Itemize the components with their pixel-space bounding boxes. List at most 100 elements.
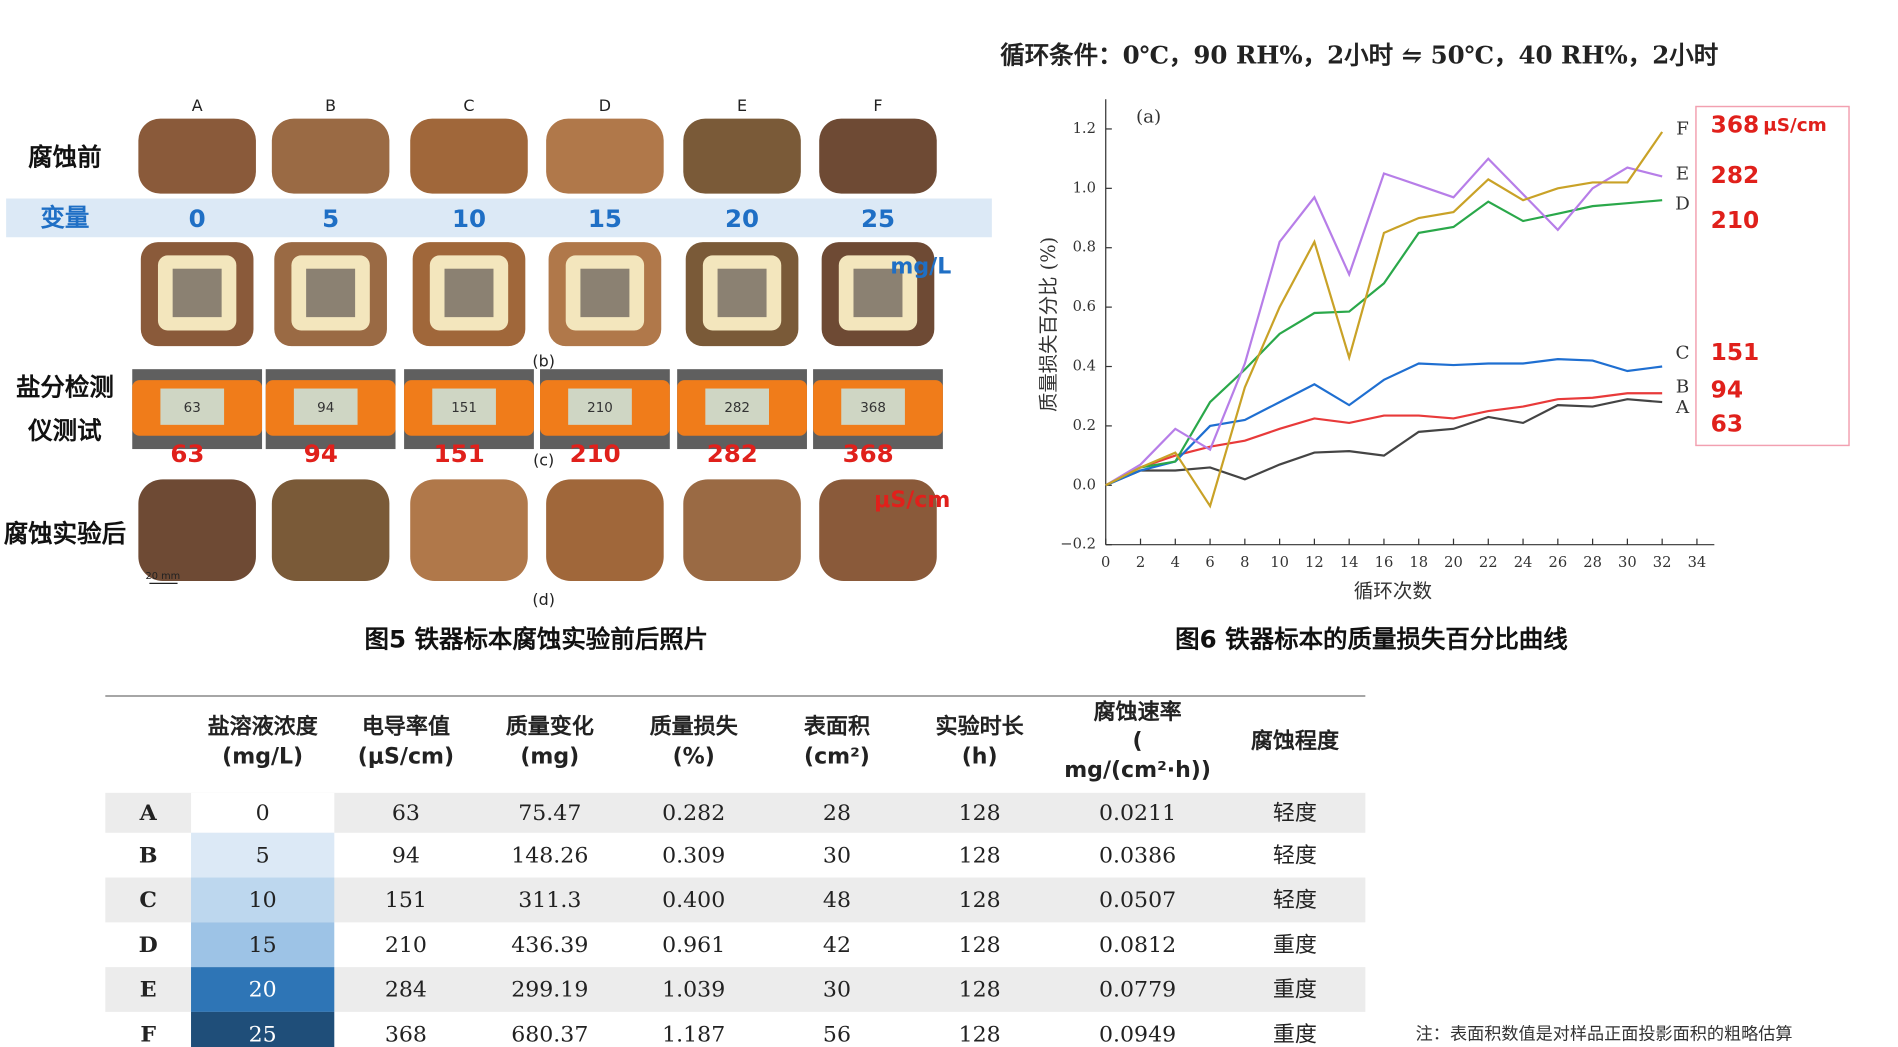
- table-cell: 128: [959, 801, 1001, 826]
- photo-after: [271, 479, 390, 581]
- row-label: A: [139, 800, 158, 826]
- conductivity-label: 282: [1711, 163, 1760, 189]
- x-tick-label: 32: [1653, 554, 1672, 571]
- meter-reading: 368: [860, 401, 886, 416]
- meter-display: [160, 388, 225, 425]
- sampling-area: [580, 268, 630, 318]
- unit-label: μS/cm: [874, 488, 950, 513]
- table-cell: 75.47: [518, 801, 581, 826]
- x-tick-label: 16: [1375, 554, 1394, 571]
- photo-after: [138, 479, 256, 581]
- column-label: E: [737, 96, 747, 115]
- reading: 282: [707, 439, 758, 468]
- x-axis-label: 循环次数: [1354, 579, 1432, 602]
- table-header: 表面积: [804, 715, 870, 740]
- table-cell: 30: [823, 978, 851, 1003]
- table-cell: 0.0386: [1099, 843, 1176, 868]
- unit-label: mg/L: [890, 255, 951, 280]
- meter-display: [432, 388, 496, 425]
- table-cell: 10: [249, 888, 277, 913]
- table-cell: 436.39: [511, 933, 588, 958]
- table-header: 腐蚀速率: [1094, 699, 1182, 725]
- row-label: C: [139, 887, 157, 913]
- series-name: C: [1675, 343, 1689, 364]
- table-header: (μS/cm): [358, 745, 454, 770]
- row-label: D: [139, 932, 158, 958]
- table-header: (: [1133, 729, 1143, 754]
- table-header: 质量变化: [506, 714, 594, 740]
- x-tick-label: 30: [1618, 554, 1637, 571]
- table-header: 实验时长: [936, 714, 1024, 740]
- y-tick-label: 1.2: [1073, 120, 1096, 137]
- reading: 63: [170, 439, 204, 468]
- row-label: B: [139, 842, 158, 868]
- table-cell: 680.37: [511, 1023, 588, 1047]
- x-tick-label: 10: [1270, 554, 1289, 571]
- table-cell: 重度: [1273, 978, 1317, 1003]
- series-name: D: [1675, 194, 1690, 215]
- concentration-cell: [191, 792, 335, 833]
- table-note: 注：表面积数值是对样品正面投影面积的粗略估算: [1416, 1024, 1793, 1044]
- table-cell: 0.309: [662, 843, 725, 868]
- table-cell: 128: [959, 978, 1001, 1003]
- meter-display: [841, 388, 905, 425]
- conductivity-box: [1695, 105, 1850, 447]
- table-header: 质量损失: [650, 715, 739, 740]
- x-tick-label: 6: [1205, 554, 1214, 571]
- reading: 151: [434, 439, 485, 468]
- table-cell: 轻度: [1273, 801, 1317, 826]
- table-cell: 0: [256, 801, 270, 826]
- panel-label: (b): [532, 351, 555, 370]
- concentration: 20: [725, 204, 759, 233]
- concentration-cell: [191, 1011, 335, 1047]
- table-cell: 1.039: [662, 978, 725, 1003]
- x-tick-label: 0: [1101, 554, 1110, 571]
- conductivity-label: 210: [1711, 208, 1760, 234]
- meter-reading: 210: [587, 401, 613, 416]
- table-cell: 94: [392, 843, 420, 868]
- table-cell: 5: [256, 843, 270, 868]
- photo-before: [138, 118, 256, 194]
- table-cell: 25: [249, 1023, 277, 1047]
- y-tick-label: 0.4: [1073, 358, 1096, 375]
- x-tick-label: 28: [1583, 554, 1602, 571]
- x-tick-label: 34: [1688, 554, 1707, 571]
- x-tick-label: 14: [1340, 554, 1359, 571]
- row-label: 盐分检测: [16, 373, 114, 402]
- concentration-cell: [191, 832, 335, 878]
- concentration-cell: [191, 967, 335, 1012]
- concentration: 0: [189, 204, 206, 233]
- meter-reading: 94: [317, 401, 334, 416]
- column-label: C: [463, 96, 474, 115]
- conductivity-unit: μS/cm: [1763, 115, 1826, 136]
- table-cell: 284: [385, 978, 427, 1003]
- sampling-area: [172, 268, 222, 318]
- panel-label: (d): [532, 590, 555, 609]
- caption: 图6 铁器标本的质量损失百分比曲线: [1175, 624, 1568, 653]
- series-name: B: [1676, 376, 1689, 397]
- reading: 210: [570, 439, 621, 468]
- table-cell: 56: [823, 1023, 851, 1047]
- y-tick-label: 1.0: [1073, 179, 1096, 196]
- x-tick-label: 20: [1444, 554, 1463, 571]
- x-tick-label: 18: [1409, 554, 1428, 571]
- photo-before: [410, 118, 528, 194]
- annotation: (a): [1136, 106, 1161, 127]
- x-tick-label: 24: [1514, 554, 1533, 571]
- column-label: F: [873, 96, 882, 115]
- table-cell: 42: [823, 933, 851, 958]
- scale-bar-label: 20 mm: [146, 571, 181, 582]
- x-tick-label: 22: [1479, 554, 1498, 571]
- table-cell: 重度: [1273, 933, 1317, 958]
- table-header: mg/(cm²·h)): [1064, 758, 1211, 783]
- conductivity-label: 63: [1711, 411, 1743, 437]
- concentration: 10: [452, 204, 486, 233]
- table-cell: 重度: [1273, 1023, 1317, 1047]
- table-header: (h): [962, 745, 998, 770]
- photo-before: [271, 118, 390, 194]
- table-header: (cm²): [804, 745, 870, 770]
- conductivity-label: 151: [1711, 340, 1760, 366]
- table-cell: 48: [823, 888, 851, 913]
- photo-after: [546, 479, 664, 581]
